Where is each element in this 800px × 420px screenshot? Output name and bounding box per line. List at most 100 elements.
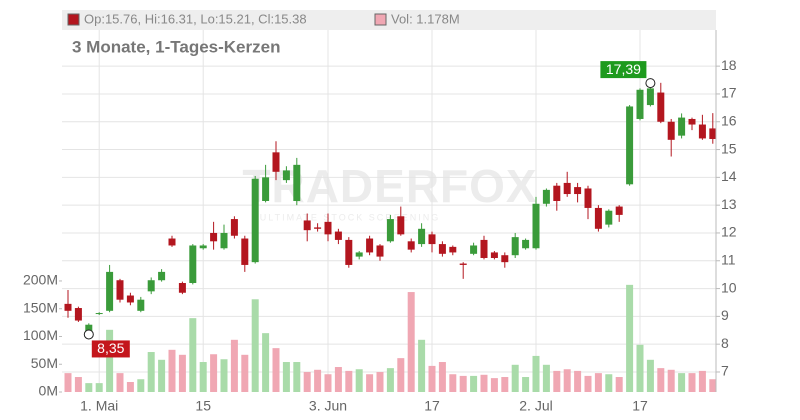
- volume-bar: [178, 354, 186, 392]
- volume-bar: [272, 348, 280, 392]
- annotation-layer: 8,35 17,39: [83, 61, 656, 358]
- candle-body: [470, 245, 478, 254]
- candle-body: [532, 203, 540, 249]
- candle-body: [511, 237, 519, 256]
- volume-bar: [116, 373, 124, 392]
- candle-body: [64, 303, 72, 311]
- y-tick-label: 13: [721, 196, 737, 212]
- volume-bar: [542, 364, 550, 392]
- candle-body: [407, 241, 415, 250]
- volume-bar: [480, 374, 488, 392]
- candle-body: [126, 295, 134, 303]
- x-tick-label: 17: [424, 398, 440, 414]
- candle-body: [709, 128, 717, 139]
- y-tick-label: 12: [721, 224, 737, 240]
- volume-bar: [449, 374, 457, 392]
- candle-layer: [64, 82, 717, 335]
- volume-bar: [646, 359, 654, 392]
- candle-body: [480, 239, 488, 258]
- candle-body: [428, 234, 436, 245]
- volume-bar: [459, 375, 467, 392]
- y-tick-label: 16: [721, 112, 737, 128]
- volume-bar: [397, 358, 405, 392]
- watermark: TRADERFOX: [242, 160, 537, 212]
- candle-body: [282, 170, 290, 181]
- candle-body: [178, 283, 186, 293]
- y-tick-label: 15: [721, 140, 737, 156]
- volume-bar: [106, 329, 114, 392]
- volume-bar: [636, 344, 644, 392]
- candle-body: [490, 252, 498, 258]
- header-ohlc: Op:15.76, Hi:16.31, Lo:15.21, Cl:15.38: [84, 11, 307, 26]
- volume-bar: [314, 369, 322, 392]
- volume-bar: [345, 370, 353, 392]
- volume-bar: [64, 373, 72, 392]
- volume-bar: [594, 373, 602, 392]
- candle-body: [230, 219, 238, 236]
- candle-body: [626, 106, 634, 185]
- volume-bar: [158, 359, 166, 392]
- volume-bar: [95, 383, 103, 392]
- y-tick-label: 8: [721, 335, 729, 351]
- volume-swatch: [374, 13, 387, 26]
- volume-bar: [168, 349, 176, 392]
- volume-bar: [355, 369, 363, 392]
- volume-bar: [470, 375, 478, 392]
- volume-bar: [709, 379, 717, 392]
- watermark-tagline: ULTIMATE STOCK SCREENING: [260, 212, 441, 222]
- candle-body: [376, 245, 384, 257]
- volume-bar: [366, 374, 374, 392]
- candle-body: [345, 239, 353, 265]
- volume-bar: [418, 339, 426, 392]
- annotation-marker: [83, 329, 94, 340]
- candle-body: [220, 232, 228, 249]
- candle-body: [106, 271, 114, 311]
- candle-body: [459, 263, 467, 265]
- y-tick-label: 10: [721, 279, 737, 295]
- candle-body: [334, 231, 342, 240]
- candle-body: [241, 238, 249, 265]
- candle-body: [324, 221, 332, 235]
- volume-bar: [688, 373, 696, 392]
- y2-tick-label: 200M: [23, 272, 58, 288]
- volume-bar: [126, 382, 134, 392]
- candle-body: [137, 299, 145, 311]
- candle-body: [698, 124, 706, 139]
- candle-body: [116, 280, 124, 300]
- y-tick-label: 18: [721, 57, 737, 73]
- x-tick-label: 3. Jun: [309, 398, 347, 414]
- volume-bar: [147, 352, 155, 392]
- x-tick-label: 17: [632, 398, 648, 414]
- volume-bar: [501, 377, 509, 392]
- volume-layer: [64, 284, 717, 392]
- volume-bar: [490, 378, 498, 392]
- candle-body: [158, 271, 166, 281]
- candle-body: [199, 245, 207, 249]
- y2-tick-label: 150M: [23, 299, 58, 315]
- volume-bar: [220, 359, 228, 392]
- volume-bar: [532, 355, 540, 392]
- candle-body: [95, 313, 103, 315]
- candle-body: [584, 188, 592, 208]
- y-tick-label: 9: [721, 307, 729, 323]
- candle-body: [397, 216, 405, 235]
- candle-body: [438, 244, 446, 254]
- volume-bar: [667, 369, 675, 392]
- volume-bar: [574, 370, 582, 392]
- candle-body: [210, 232, 218, 242]
- y2-tick-label: 100M: [23, 327, 58, 343]
- y-tick-label: 17: [721, 85, 737, 101]
- volume-bar: [438, 362, 446, 392]
- candle-body: [293, 164, 301, 201]
- y-tick-label: 11: [721, 251, 736, 267]
- volume-bar: [262, 333, 270, 392]
- candle-body: [314, 227, 322, 229]
- header-bar: [62, 10, 716, 30]
- candle-body: [168, 238, 176, 246]
- volume-bar: [428, 365, 436, 392]
- volume-bar: [553, 370, 561, 392]
- volume-bar: [241, 354, 249, 392]
- candle-body: [657, 92, 665, 122]
- chart-title: 3 Monate, 1-Tages-Kerzen: [72, 37, 280, 56]
